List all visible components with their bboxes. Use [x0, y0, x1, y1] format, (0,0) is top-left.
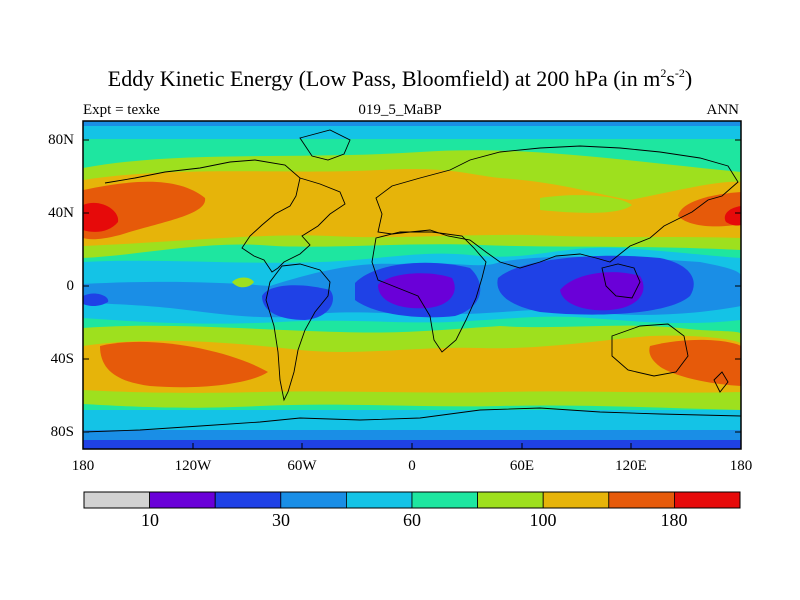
east-pacific-red: [724, 206, 741, 226]
asia-lime-patch: [540, 195, 632, 213]
colorbar-label-180: 180: [660, 510, 688, 530]
plot-title: Eddy Kinetic Energy (Low Pass, Bloomfiel…: [107, 66, 693, 91]
north-polar-edge: [83, 121, 741, 126]
colorbar-box: [280, 491, 347, 509]
coastline-layer: [83, 129, 741, 433]
axis-ticks: [82, 139, 742, 449]
contour-fill-layer: [83, 121, 741, 449]
lon-label-180-east: 180: [729, 458, 753, 474]
colorbar-box: [477, 491, 544, 509]
lat-label-40s: 40S: [50, 351, 74, 367]
colorbar-box: [214, 491, 282, 509]
season-label: ANN: [706, 102, 740, 118]
colorbar-label-10: 10: [141, 510, 159, 530]
south-pacific-orange: [100, 341, 268, 388]
eurasia-coast: [375, 145, 739, 269]
lon-label-120w: 120W: [174, 458, 212, 474]
colorbar-label-100: 100: [529, 510, 557, 530]
africa-coast: [371, 231, 487, 353]
lat-label-40n: 40N: [48, 205, 74, 221]
colorbar-box: [83, 491, 150, 509]
experiment-label: Expt = texke: [83, 102, 160, 118]
west-pacific-blue: [83, 293, 109, 306]
case-label: 019_5_MaBP: [358, 102, 442, 118]
colorbar-box: [542, 491, 610, 509]
colorbar-box: [345, 491, 413, 509]
lon-label-0: 0: [408, 458, 416, 474]
africa-purple-core: [378, 273, 455, 309]
lon-label-180-west: 180: [71, 458, 95, 474]
colorbar-box: [411, 491, 478, 509]
lon-label-60w: 60W: [287, 458, 317, 474]
new-zealand-coast: [713, 371, 729, 393]
greenland-coast: [299, 129, 351, 161]
colorbar-frame: [83, 491, 741, 509]
antarctica-coast: [83, 407, 741, 433]
lon-label-60e: 60E: [509, 458, 535, 474]
lon-label-120e: 120E: [615, 458, 647, 474]
tropical-lime-blob: [232, 277, 254, 288]
pacific-red-core: [83, 202, 119, 232]
colorbar-label-60: 60: [403, 510, 421, 530]
north-america-coast: [104, 159, 346, 273]
australia-coast: [611, 323, 689, 377]
colorbar-box: [674, 491, 741, 509]
colorbar-box: [608, 491, 675, 509]
lat-label-80s: 80S: [50, 424, 74, 440]
colorbar-label-30: 30: [272, 510, 290, 530]
lat-label-80n: 80N: [48, 132, 74, 148]
lat-label-equator: 0: [66, 278, 75, 294]
colorbar-box: [149, 491, 216, 509]
indian-ocean-purple-core: [560, 272, 644, 311]
south-indian-orange: [649, 339, 741, 386]
colorbar-boxes: [83, 491, 741, 509]
maritime-continent-coast: [601, 263, 641, 299]
south-america-coast: [265, 263, 331, 402]
north-yellow-band: [83, 168, 741, 246]
